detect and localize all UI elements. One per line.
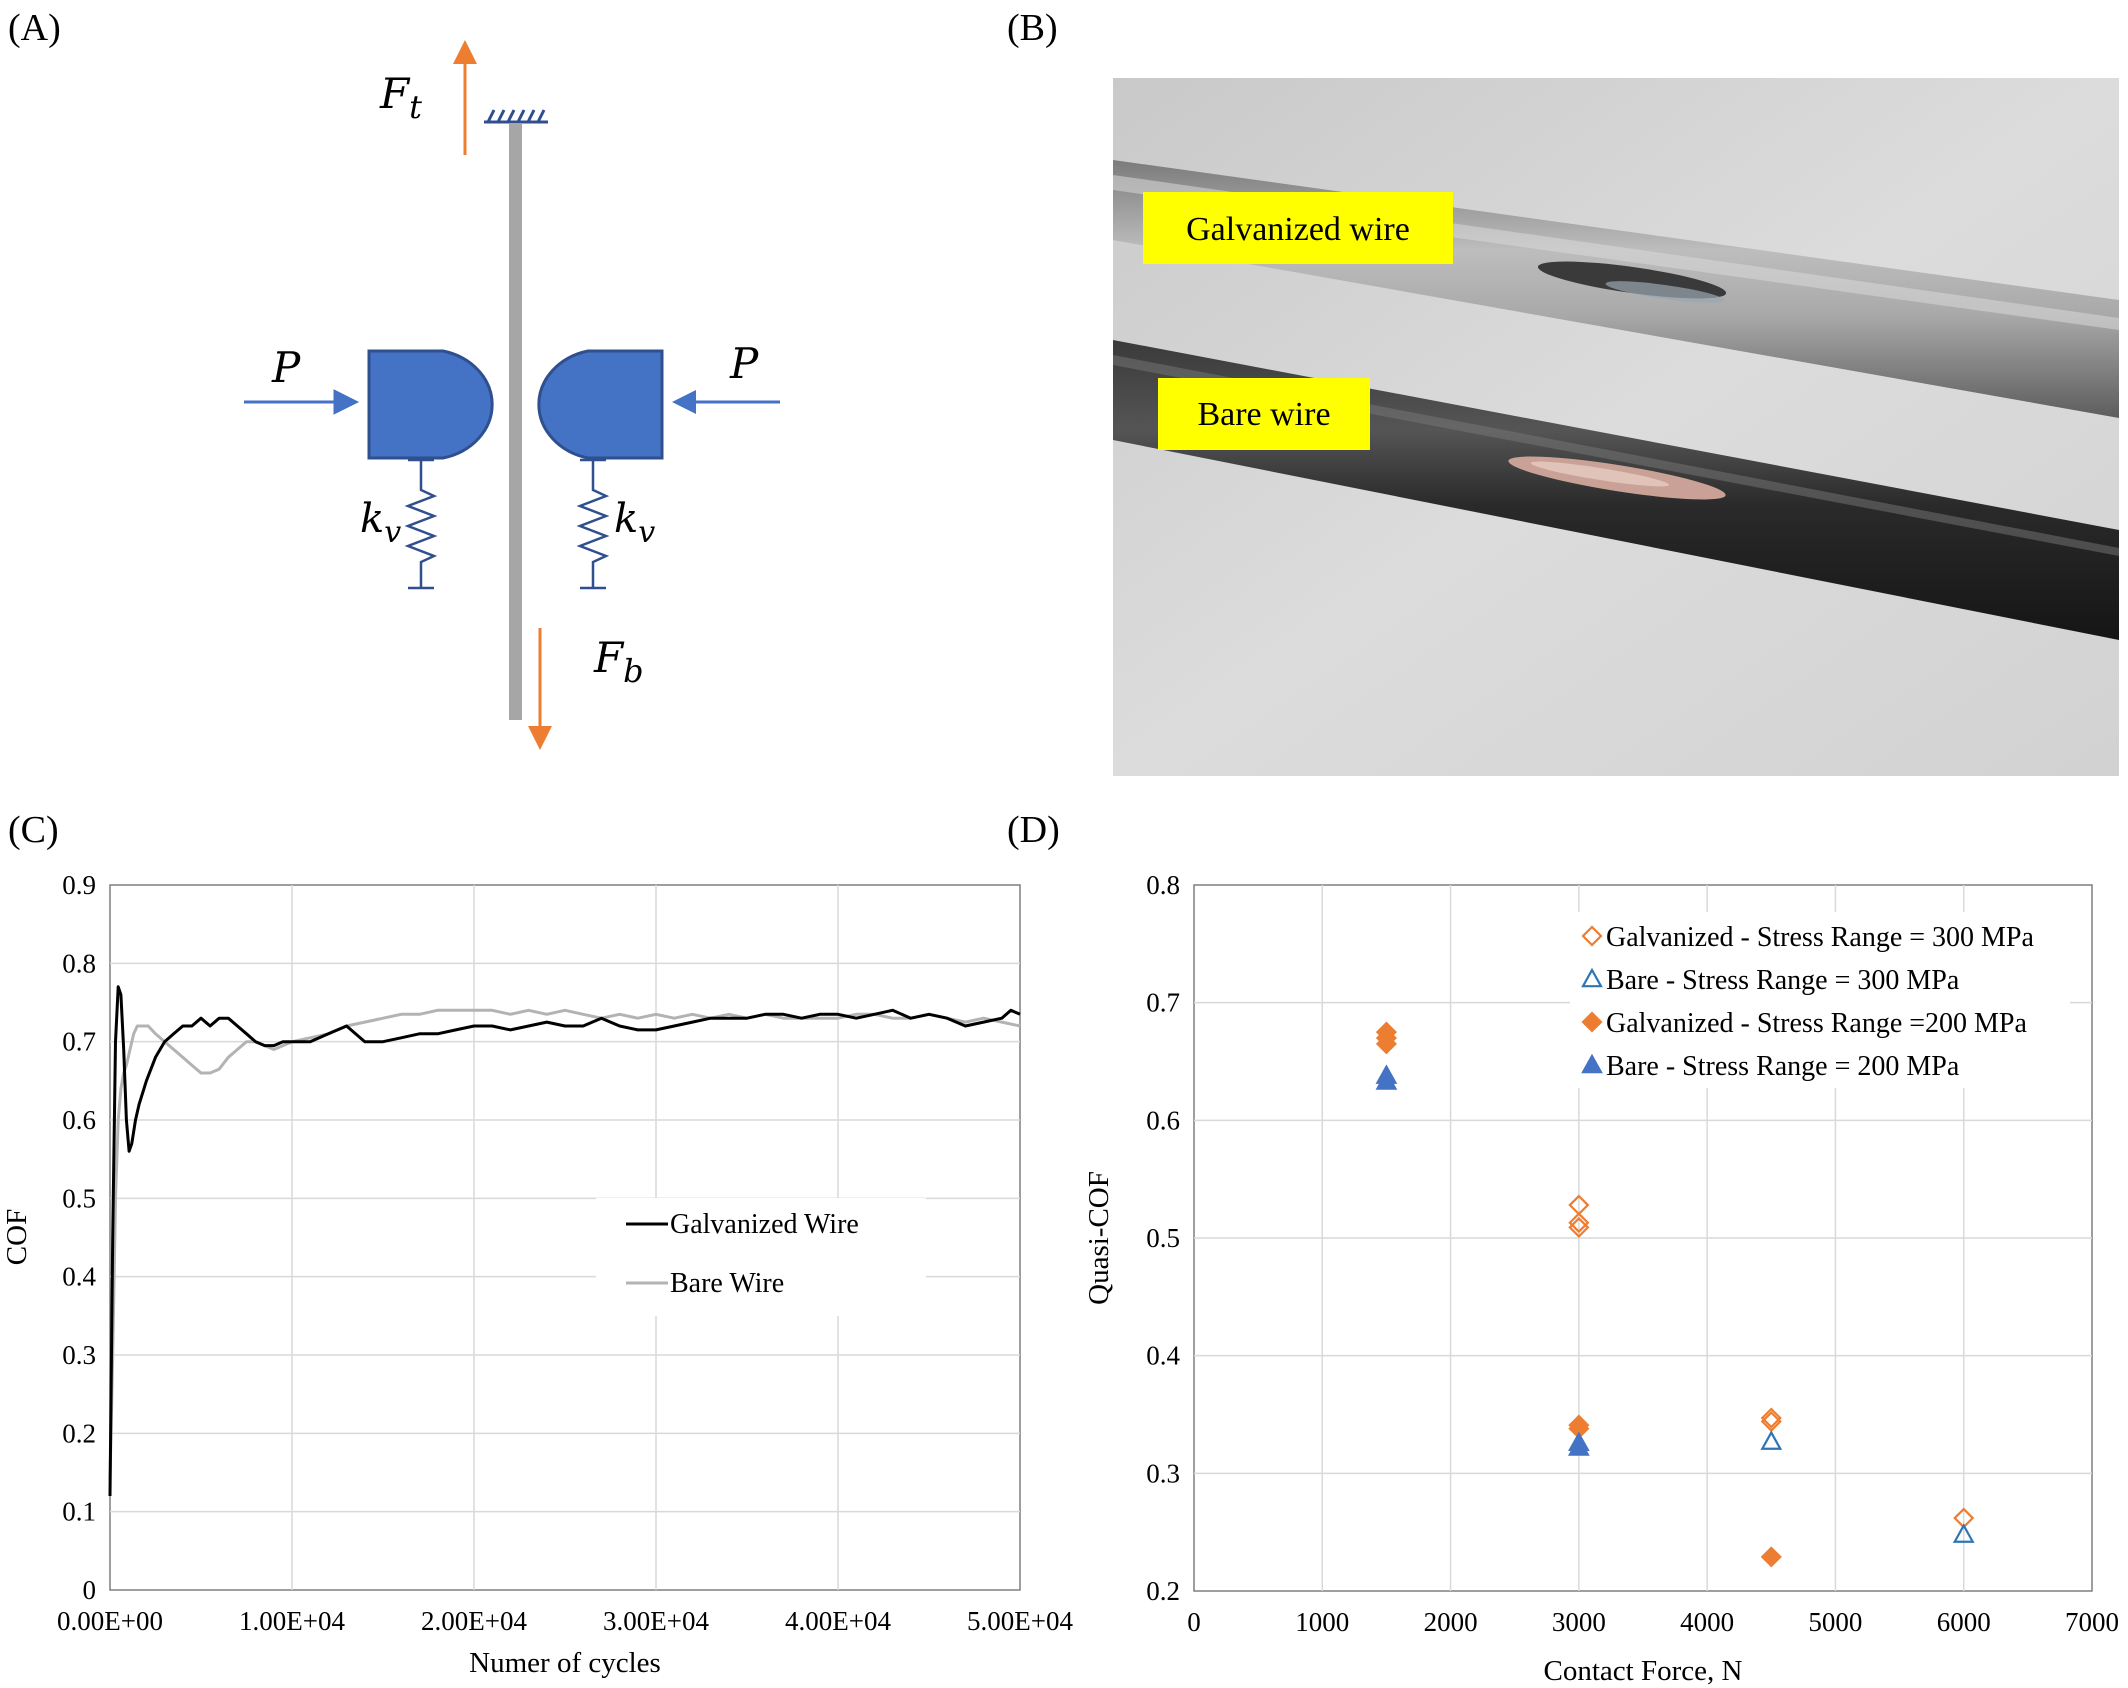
chart-c-x-tick-label: 3.00E+04	[603, 1606, 709, 1636]
chart-d-legend-marker-1	[1581, 967, 1603, 988]
chart-c-y-tick-label: 0.7	[62, 1027, 96, 1057]
chart-d-x-tick-label: 7000	[2065, 1607, 2119, 1637]
chart-d-y-tick-label: 0.4	[1146, 1341, 1180, 1371]
chart-d-point-s0	[1568, 1216, 1590, 1238]
chart-d-legend: Galvanized - Stress Range = 300 MPa Bare…	[1570, 912, 2070, 1088]
chart-d-y-tick-label: 0.5	[1146, 1223, 1180, 1253]
chart-d-legend-label-3: Bare - Stress Range = 200 MPa	[1606, 1051, 1960, 1082]
galvanized-label: Galvanized wire	[1186, 211, 1410, 248]
chart-d-ticks: 0 1000 2000 3000 4000 5000 6000 7000 0.2 0.3 0.4 0.…	[1146, 870, 2119, 1637]
panel-d: (D) 0 1000 2000 3000 4000 5000 6000 70000.20.30…	[1007, 809, 2119, 1687]
pressure-arrow-right	[672, 390, 780, 414]
chart-c-grid	[110, 885, 1020, 1590]
panel-b: (B) Galvanized wire Bare wire	[1007, 7, 2119, 776]
pressure-right-symbol: P	[729, 339, 759, 388]
chart-c-y-tick-label: 0.1	[62, 1497, 96, 1527]
chart-c-x-axis-title: Numer of cycles	[469, 1647, 661, 1679]
chart-c-legend-label-1: Bare Wire	[670, 1268, 784, 1299]
panel-b-label: (B)	[1007, 7, 1058, 49]
force-top-symbol: Ft	[379, 69, 422, 126]
chart-d-x-tick-label: 0	[1187, 1607, 1201, 1637]
panel-c-label: (C)	[8, 809, 59, 851]
panel-c: (C) 0.00E+00 1.00E+04 2.00E+04 3.00E+04 4.00…	[1, 809, 1073, 1679]
chart-d-point-s0	[1568, 1212, 1590, 1234]
chart-d-series	[1375, 1021, 1975, 1568]
bare-label: Bare wire	[1197, 396, 1330, 433]
chart-d-x-tick-label: 4000	[1680, 1607, 1734, 1637]
chart-d-point-s1	[1952, 1523, 1975, 1543]
chart-c-y-tick-label: 0	[83, 1575, 97, 1605]
spring-left	[404, 458, 438, 590]
chart-c-legend: Galvanized Wire Bare Wire	[596, 1198, 926, 1316]
chart-c-legend-box	[596, 1198, 926, 1316]
bare-label-box	[1158, 378, 1370, 450]
chart-c-x-tick-label: 1.00E+04	[239, 1606, 345, 1636]
chart-d-legend-box	[1570, 912, 2070, 1088]
fixed-support	[484, 109, 548, 124]
chart-c-ticks: 0.00E+00 1.00E+04 2.00E+04 3.00E+04 4.00E+04…	[57, 870, 1073, 1636]
chart-c-x-tick-label: 2.00E+04	[421, 1606, 527, 1636]
pressure-left-symbol: P	[271, 343, 301, 392]
galvanized-label-box	[1143, 192, 1453, 264]
chart-d-legend-label-1: Bare - Stress Range = 300 MPa	[1606, 965, 1960, 996]
chart-c-y-tick-label: 0.5	[62, 1183, 96, 1213]
chart-d-point-s3	[1567, 1436, 1590, 1456]
chart-c-y-tick-label: 0.8	[62, 948, 96, 978]
panel-d-label: (D)	[1007, 809, 1060, 851]
chart-c-x-tick-label: 4.00E+04	[785, 1606, 891, 1636]
force-arrow-bottom	[528, 628, 552, 750]
chart-d-point-s2	[1760, 1546, 1782, 1568]
chart-d-y-tick-label: 0.3	[1146, 1458, 1180, 1488]
chart-d-y-tick-label: 0.2	[1146, 1576, 1180, 1606]
chart-c-legend-label-0: Galvanized Wire	[670, 1209, 859, 1240]
chart-d-point-s0	[1760, 1407, 1782, 1429]
chart-d-y-tick-label: 0.8	[1146, 870, 1180, 900]
chart-c-series-line-0	[108, 985, 1021, 1497]
chart-c-x-tick-label: 0.00E+00	[57, 1606, 163, 1636]
chart-d-y-axis-title: Quasi-COF	[1083, 1171, 1115, 1305]
chart-d-x-axis-title: Contact Force, N	[1544, 1655, 1743, 1687]
chart-d-y-tick-label: 0.6	[1146, 1105, 1180, 1135]
right-fretting-pad	[538, 351, 662, 458]
panel-a-label: (A)	[8, 7, 61, 49]
chart-d-x-tick-label: 1000	[1295, 1607, 1349, 1637]
chart-d-x-tick-label: 2000	[1424, 1607, 1478, 1637]
chart-d-x-tick-label: 6000	[1937, 1607, 1991, 1637]
stiffness-left-symbol: kv	[360, 496, 401, 550]
chart-d-legend-marker-0	[1581, 925, 1603, 947]
spring-right	[576, 458, 610, 590]
chart-d-x-tick-label: 5000	[1808, 1607, 1862, 1637]
chart-c-series	[108, 985, 1021, 1497]
chart-c-x-tick-label: 5.00E+04	[967, 1606, 1073, 1636]
chart-d-legend-label-2: Galvanized - Stress Range =200 MPa	[1606, 1008, 2028, 1039]
chart-d-point-s2	[1375, 1033, 1397, 1055]
chart-d-y-tick-label: 0.7	[1146, 988, 1180, 1018]
stiffness-right-symbol: kv	[614, 496, 655, 550]
force-bottom-symbol: Fb	[593, 633, 644, 690]
chart-c-y-tick-label: 0.2	[62, 1418, 96, 1448]
chart-d-legend-label-0: Galvanized - Stress Range = 300 MPa	[1606, 922, 2035, 953]
chart-d-x-tick-label: 3000	[1552, 1607, 1606, 1637]
chart-c-y-axis-title: COF	[1, 1209, 33, 1265]
pressure-arrow-left	[244, 389, 360, 415]
chart-c-y-tick-label: 0.9	[62, 870, 96, 900]
chart-c-y-tick-label: 0.6	[62, 1105, 96, 1135]
chart-d-point-s1	[1760, 1430, 1783, 1450]
force-arrow-top	[453, 40, 477, 155]
chart-d-legend-marker-2	[1581, 1011, 1603, 1033]
chart-c-y-tick-label: 0.4	[62, 1262, 96, 1292]
wire-specimen	[509, 124, 522, 720]
left-fretting-pad	[369, 351, 493, 458]
chart-c-y-tick-label: 0.3	[62, 1340, 96, 1370]
chart-c-series-line-1	[108, 1008, 1021, 1481]
chart-d-point-s3	[1375, 1070, 1398, 1090]
chart-d-legend-marker-3	[1581, 1053, 1603, 1074]
panel-a: (A) Ft Fb P	[8, 7, 780, 750]
